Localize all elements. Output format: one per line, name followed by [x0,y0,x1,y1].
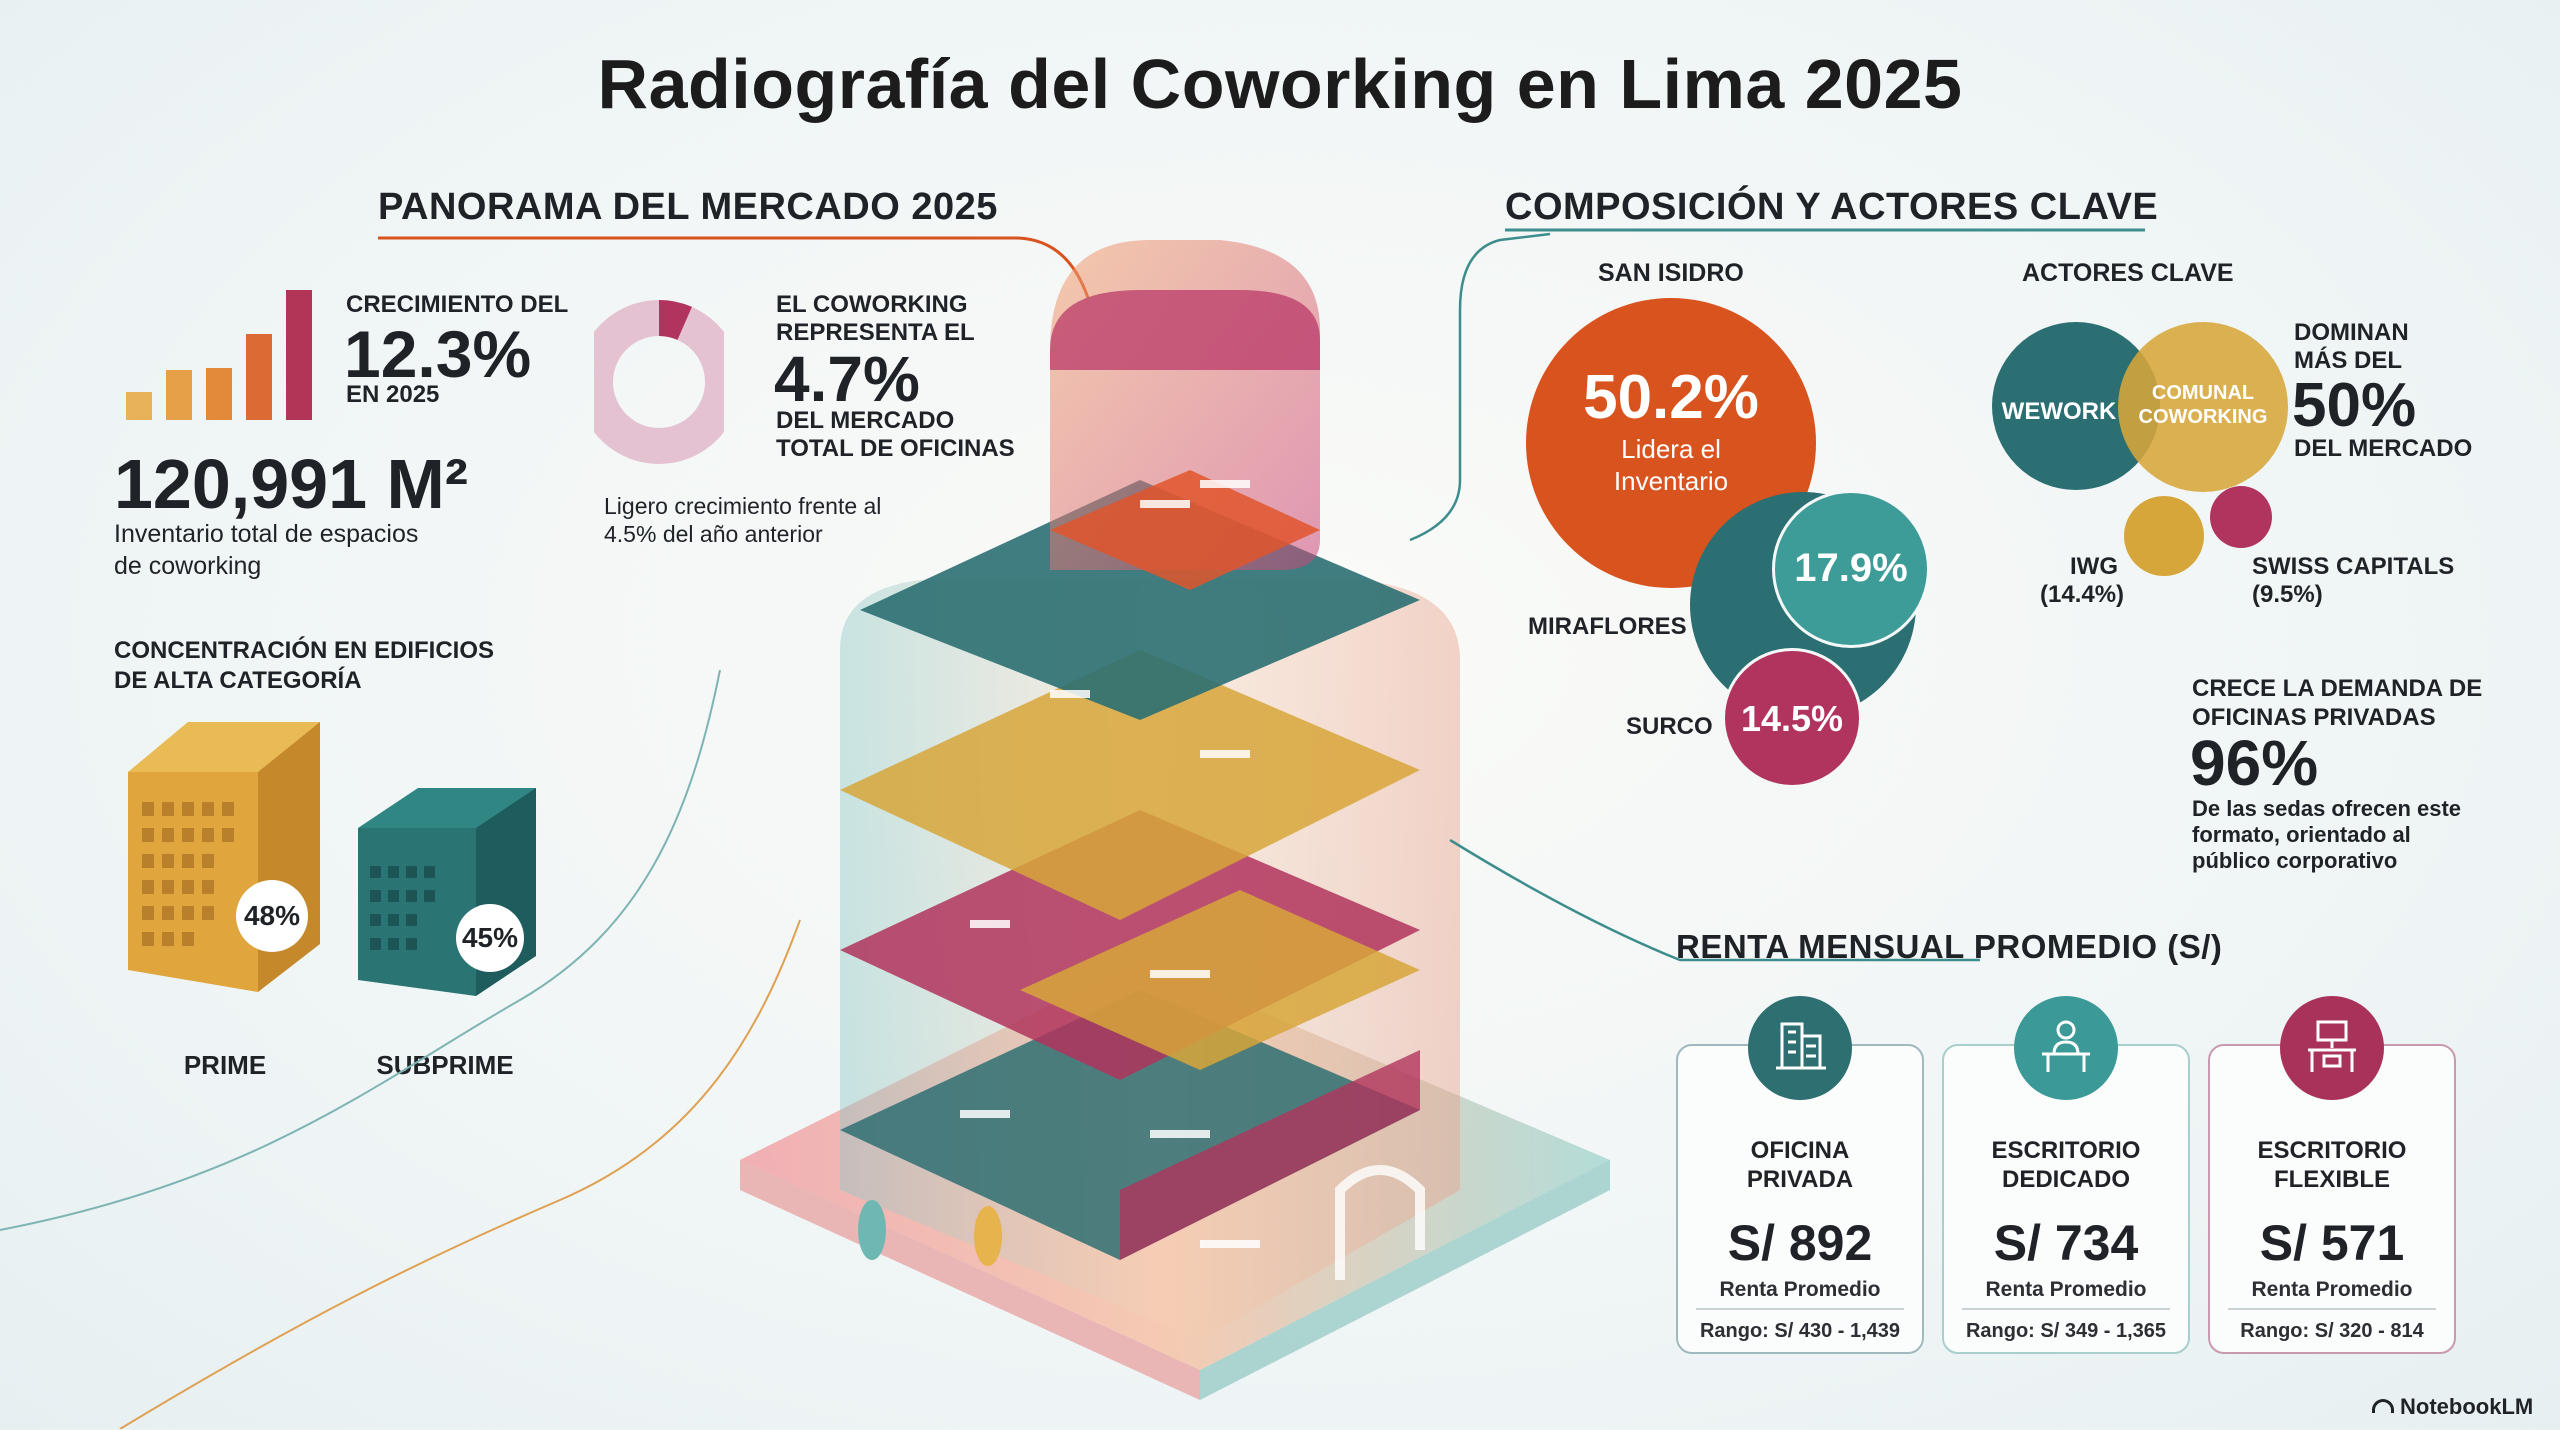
inventory-desc-line1: Inventario total de espacios [114,520,419,548]
page-title: Radiografía del Coworking en Lima 2025 [597,45,1963,123]
miraflores-inner-bubble [1772,490,1930,648]
decorative-flow-lines [0,669,801,1429]
share-note-line1: Ligero crecimiento frente al [604,493,882,519]
swiss-pct: (9.5%) [2252,581,2323,608]
inventory-desc-line2: de coworking [114,552,262,580]
card-divider-1 [1696,1308,1904,1310]
surco-bubble [1722,648,1862,788]
composicion-heading-underline [1505,228,2145,232]
demand-desc1: De las sedas ofrecen este [2192,796,2462,821]
card-range-2: Rango: S/ 349 - 1,365 [1965,1320,2167,1342]
comunal-line1: COMUNAL [2151,382,2255,404]
san-isidro-line1: Lidera el [1621,434,1721,464]
subprime-value: 45% [461,922,519,953]
inventory-value: 120,991 M² [114,445,469,523]
card-oficina-privada: OFICINA PRIVADA S/ 892 Renta Promedio Ran… [1676,996,1924,1354]
card-escritorio-dedicado: ESCRITORIO DEDICADO S/ 734 Renta Promedio… [1942,996,2190,1354]
card-range-3: Rango: S/ 320 - 814 [2240,1320,2424,1342]
miraflores-value: 17.9% [1794,546,1908,590]
card-title-1: OFICINA PRIVADA [1746,1137,1854,1193]
swiss-name: SWISS CAPITALS [2252,553,2455,580]
subprime-building-icon [358,788,536,996]
iwg-name: IWG [2070,553,2118,580]
card-price-3: S/ 571 [2259,1215,2405,1271]
demand-desc3: público corporativo [2192,848,2398,873]
share-label-bottom1: DEL MERCADO [776,407,955,434]
growth-bar-icon [126,290,312,420]
prime-building-icon [128,722,320,992]
card-range-1: Rango: S/ 430 - 1,439 [1699,1320,1901,1342]
subprime-label: SUBPRIME [376,1050,514,1080]
share-note-line2: 4.5% del año anterior [604,521,823,547]
demand-value: 96% [2190,727,2319,799]
card-divider-2 [1962,1308,2170,1310]
growth-label-top: CRECIMIENTO DEL [346,291,569,318]
san-isidro-value: 50.2% [1583,363,1759,432]
miraflores-label: MIRAFLORES [1528,613,1687,640]
dominan-value: 50% [2292,371,2417,440]
iwg-pct: (14.4%) [2040,581,2125,608]
demand-line1: CRECE LA DEMANDA DE [2192,675,2483,702]
districts-label: SAN ISIDRO [1598,259,1744,287]
renta-heading: RENTA MENSUAL PROMEDIO (S/) [1676,928,2223,965]
brand-name: NotebookLM [2400,1394,2534,1419]
person-desk-icon [2014,996,2118,1100]
card-title-2: ESCRITORIO DEDICADO [1991,1137,2141,1193]
dominan-line3: DEL MERCADO [2294,435,2473,462]
coworking-tower-illustration [740,240,1610,1400]
office-building-icon [1748,996,1852,1100]
market-share-slice [659,300,692,340]
demand-desc2: formato, orientado al [2192,822,2411,847]
card-divider-3 [2228,1308,2436,1310]
san-isidro-line2: Inventario [1613,466,1729,496]
share-value: 4.7% [774,343,920,415]
wework-label: WEWORK [2001,398,2117,425]
connector-lines [1409,232,1980,962]
card-sub-1: Renta Promedio [1719,1278,1881,1301]
growth-value: 12.3% [344,317,532,391]
actors-label: ACTORES CLAVE [2022,259,2234,287]
composicion-heading: COMPOSICIÓN Y ACTORES CLAVE [1505,186,2159,228]
panorama-heading: PANORAMA DEL MERCADO 2025 [378,186,998,228]
market-share-donut [594,300,724,464]
growth-label-bottom: EN 2025 [346,381,440,408]
surco-label: SURCO [1626,713,1713,740]
comunal-bubble [2118,322,2288,492]
prime-label: PRIME [183,1050,267,1080]
card-price-2: S/ 734 [1993,1215,2139,1271]
share-label-bottom2: TOTAL DE OFICINAS [776,435,1015,462]
card-title-3: ESCRITORIO FLEXIBLE [2257,1137,2407,1193]
share-label-top2: REPRESENTA EL [776,319,975,346]
dominan-line1: DOMINAN [2294,319,2409,346]
notebooklm-logo-icon [2372,1399,2394,1413]
prime-value: 48% [243,900,301,931]
iwg-bubble [2124,496,2204,576]
swiss-bubble [2210,486,2272,548]
dominan-line2: MÁS DEL [2294,347,2402,374]
concentration-line1: CONCENTRACIÓN EN EDIFICIOS [114,637,495,664]
comunal-line2: COWORKING [2138,406,2268,428]
share-label-top1: EL COWORKING [776,291,968,318]
concentration-line2: DE ALTA CATEGORÍA [114,667,362,694]
flex-desk-icon [2280,996,2384,1100]
card-price-1: S/ 892 [1727,1215,1873,1271]
surco-value: 14.5% [1740,698,1844,739]
brand-mark: NotebookLM [2372,1394,2533,1420]
card-sub-2: Renta Promedio [1985,1278,2147,1301]
card-escritorio-flexible: ESCRITORIO FLEXIBLE S/ 571 Renta Promedio… [2208,996,2456,1354]
card-sub-3: Renta Promedio [2251,1278,2413,1301]
demand-line2: OFICINAS PRIVADAS [2192,704,2436,731]
